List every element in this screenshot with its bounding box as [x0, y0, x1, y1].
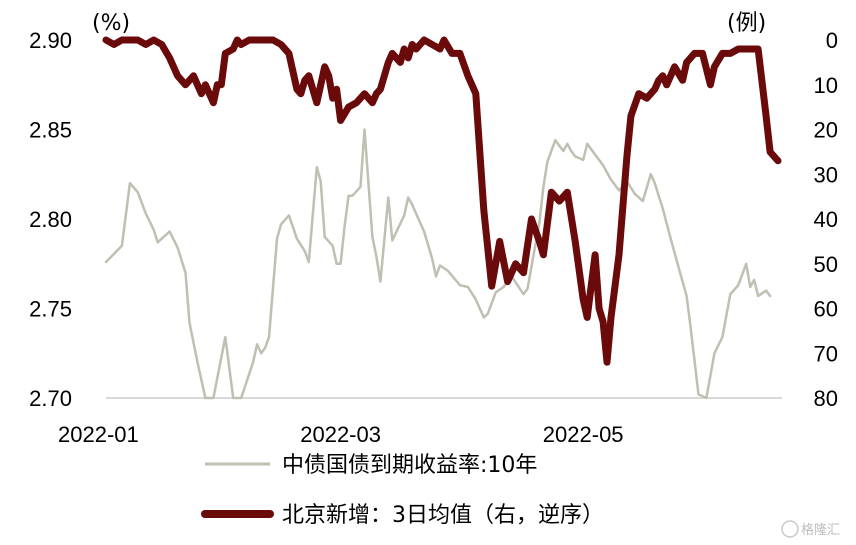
right-tick-label: 50 — [814, 252, 838, 277]
left-tick-label: 2.75 — [29, 297, 72, 322]
right-tick-label: 70 — [814, 341, 838, 366]
x-axis-ticks: 2022-01 2022-03 2022-05 — [58, 422, 624, 447]
plot-area — [102, 36, 782, 400]
watermark-logo-icon — [781, 520, 799, 538]
right-tick-label: 80 — [814, 386, 838, 411]
left-tick-label: 2.80 — [29, 207, 72, 232]
right-tick-label: 60 — [814, 297, 838, 322]
watermark-text: 格隆汇 — [801, 522, 840, 538]
left-tick-label: 2.90 — [29, 28, 72, 53]
right-tick-label: 0 — [826, 28, 838, 53]
watermark: 格隆汇 — [781, 520, 840, 538]
x-tick-label: 2022-03 — [300, 422, 381, 447]
left-tick-label: 2.70 — [29, 386, 72, 411]
legend-label-yield: 中债国债到期收益率:10年 — [282, 453, 537, 478]
right-axis-unit: (例) — [727, 11, 766, 36]
left-axis-unit: (%) — [92, 11, 130, 36]
right-tick-label: 30 — [814, 162, 838, 187]
series-line-yield — [104, 128, 772, 400]
right-axis-ticks: 0 10 20 30 40 50 60 70 80 — [814, 28, 838, 411]
right-tick-label: 20 — [814, 118, 838, 143]
right-tick-label: 10 — [814, 73, 838, 98]
series-line-cases — [102, 36, 782, 366]
x-tick-label: 2022-05 — [543, 422, 624, 447]
left-tick-label: 2.85 — [29, 118, 72, 143]
x-tick-label: 2022-01 — [58, 422, 139, 447]
legend: 中债国债到期收益率:10年 北京新增：3日均值（右，逆序） — [201, 453, 604, 528]
left-axis-ticks: 2.90 2.85 2.80 2.75 2.70 — [29, 28, 72, 411]
right-tick-label: 40 — [814, 207, 838, 232]
legend-label-cases: 北京新增：3日均值（右，逆序） — [282, 503, 604, 528]
